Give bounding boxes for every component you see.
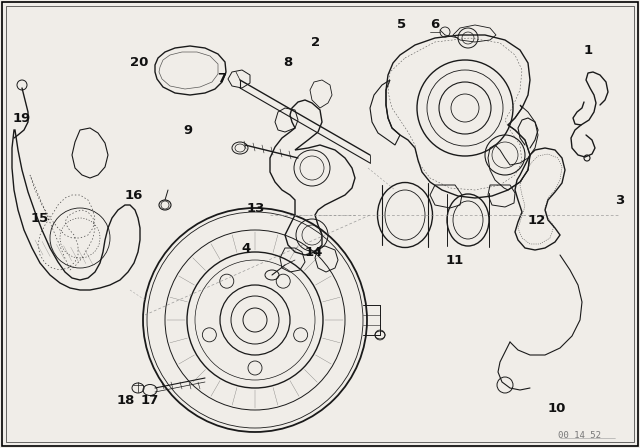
Text: 6: 6	[430, 17, 440, 30]
Text: 10: 10	[548, 401, 566, 414]
Text: 16: 16	[125, 189, 143, 202]
Text: 20: 20	[130, 56, 148, 69]
Text: 00 14 52: 00 14 52	[559, 431, 602, 439]
Text: 13: 13	[247, 202, 265, 215]
Text: 1: 1	[584, 43, 593, 56]
Text: 2: 2	[312, 35, 321, 48]
Text: 11: 11	[446, 254, 464, 267]
Text: 7: 7	[218, 72, 227, 85]
Text: 9: 9	[184, 124, 193, 137]
Text: 19: 19	[13, 112, 31, 125]
Text: 17: 17	[141, 393, 159, 406]
Text: 15: 15	[31, 211, 49, 224]
Text: 3: 3	[616, 194, 625, 207]
Text: 8: 8	[284, 56, 292, 69]
Text: 4: 4	[241, 241, 251, 254]
Text: 12: 12	[528, 214, 546, 227]
Text: 5: 5	[397, 17, 406, 30]
Text: 18: 18	[117, 393, 135, 406]
Text: 14: 14	[305, 246, 323, 258]
